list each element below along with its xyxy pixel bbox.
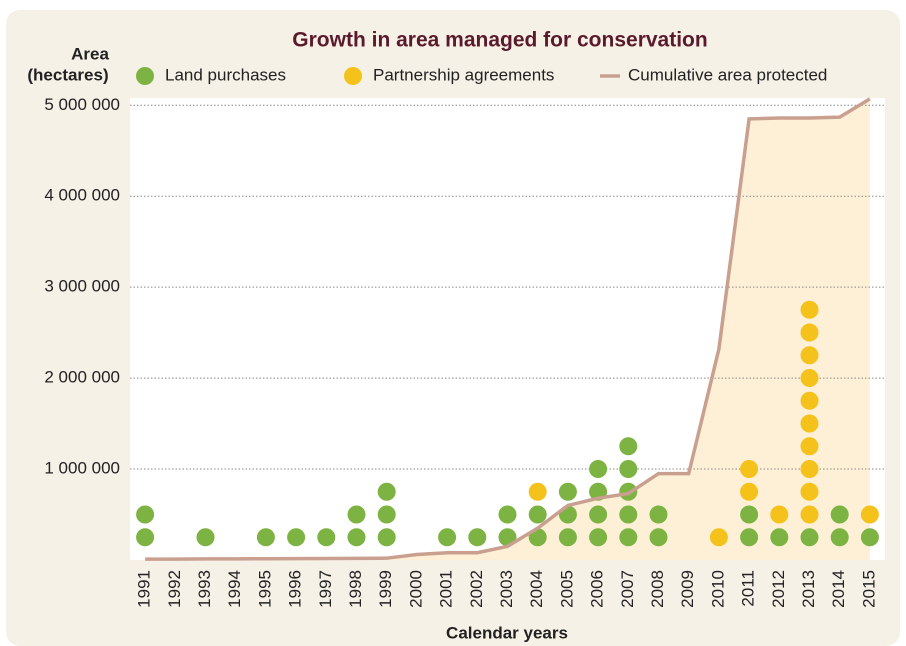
x-tick-label: 2014 xyxy=(829,570,848,608)
dot xyxy=(800,482,819,501)
dot xyxy=(649,505,668,524)
dot xyxy=(709,528,728,547)
dot xyxy=(649,528,668,547)
x-tick-label: 2005 xyxy=(557,570,576,608)
dot xyxy=(800,414,819,433)
dot xyxy=(528,482,547,501)
y-axis-label: Area xyxy=(71,44,109,63)
legend-label: Land purchases xyxy=(165,65,286,84)
dot xyxy=(347,528,366,547)
x-tick-label: 2008 xyxy=(648,570,667,608)
dot xyxy=(256,528,275,547)
y-tick-label: 4 000 000 xyxy=(44,186,120,205)
dot xyxy=(800,300,819,319)
chart-title: Growth in area managed for conservation xyxy=(292,29,707,52)
legend-swatch xyxy=(344,67,362,85)
dot xyxy=(740,482,759,501)
dot xyxy=(136,528,155,547)
dot xyxy=(558,528,577,547)
dot xyxy=(438,528,457,547)
x-tick-label: 2010 xyxy=(708,570,727,608)
dot xyxy=(589,460,608,478)
x-tick-label: 1991 xyxy=(135,570,154,608)
x-tick-label: 1998 xyxy=(346,570,365,608)
dot xyxy=(377,482,396,501)
x-axis-label: Calendar years xyxy=(446,623,568,642)
y-tick-label: 3 000 000 xyxy=(44,277,120,296)
dot xyxy=(287,528,306,547)
dot xyxy=(528,505,547,524)
x-tick-label: 2007 xyxy=(618,570,637,608)
legend-label: Cumulative area protected xyxy=(628,65,827,84)
dot xyxy=(619,460,638,478)
dot xyxy=(770,528,789,547)
x-tick-label: 2013 xyxy=(799,570,818,608)
dot xyxy=(377,528,396,547)
dot xyxy=(377,505,396,524)
x-tick-label: 1996 xyxy=(286,570,305,608)
x-tick-label: 2012 xyxy=(769,570,788,608)
x-tick-label: 2009 xyxy=(678,570,697,608)
x-tick-label: 1995 xyxy=(255,570,274,608)
dot xyxy=(317,528,336,547)
dot xyxy=(619,505,638,524)
x-tick-label: 2001 xyxy=(437,570,456,608)
dot xyxy=(830,528,849,547)
x-tick-label: 2004 xyxy=(527,570,546,608)
line xyxy=(145,97,871,561)
dot xyxy=(619,528,638,547)
x-tick-label: 2002 xyxy=(467,570,486,608)
dot xyxy=(800,323,819,342)
dot xyxy=(196,528,215,547)
dot xyxy=(589,528,608,547)
dot xyxy=(860,505,879,524)
x-tick-label: 2003 xyxy=(497,570,516,608)
x-tick-label: 2015 xyxy=(859,570,878,608)
x-tick-label: 1999 xyxy=(376,570,395,608)
y-tick-label: 1 000 000 xyxy=(44,459,120,478)
dot xyxy=(740,528,759,547)
dot xyxy=(589,505,608,524)
dot xyxy=(800,528,819,547)
x-tick-label: 1994 xyxy=(225,570,244,608)
dot xyxy=(770,505,789,524)
x-tick-label: 1993 xyxy=(195,570,214,608)
x-tick-label: 2006 xyxy=(588,570,607,608)
dot xyxy=(800,391,819,410)
y-tick-label: 5 000 000 xyxy=(44,95,120,114)
x-tick-label: 1992 xyxy=(165,570,184,608)
dot xyxy=(740,460,759,478)
x-tick-label: 1997 xyxy=(316,570,335,608)
dot xyxy=(800,369,819,387)
dot xyxy=(619,437,638,456)
legend-swatch xyxy=(136,67,154,85)
dot xyxy=(860,528,879,547)
x-tick-label: 2000 xyxy=(406,570,425,608)
area-fill xyxy=(145,98,870,560)
dot xyxy=(800,437,819,456)
dot xyxy=(800,346,819,365)
dot xyxy=(830,505,849,524)
y-axis-label: (hectares) xyxy=(27,65,108,84)
x-tick-label: 2011 xyxy=(739,570,758,607)
dot xyxy=(800,460,819,478)
dot xyxy=(498,505,517,524)
dot xyxy=(468,528,487,547)
legend-label: Partnership agreements xyxy=(373,65,554,84)
dot xyxy=(800,505,819,524)
dot xyxy=(136,505,155,524)
y-tick-label: 2 000 000 xyxy=(44,368,120,387)
dot xyxy=(558,482,577,501)
dot xyxy=(740,505,759,524)
dot xyxy=(347,505,366,524)
